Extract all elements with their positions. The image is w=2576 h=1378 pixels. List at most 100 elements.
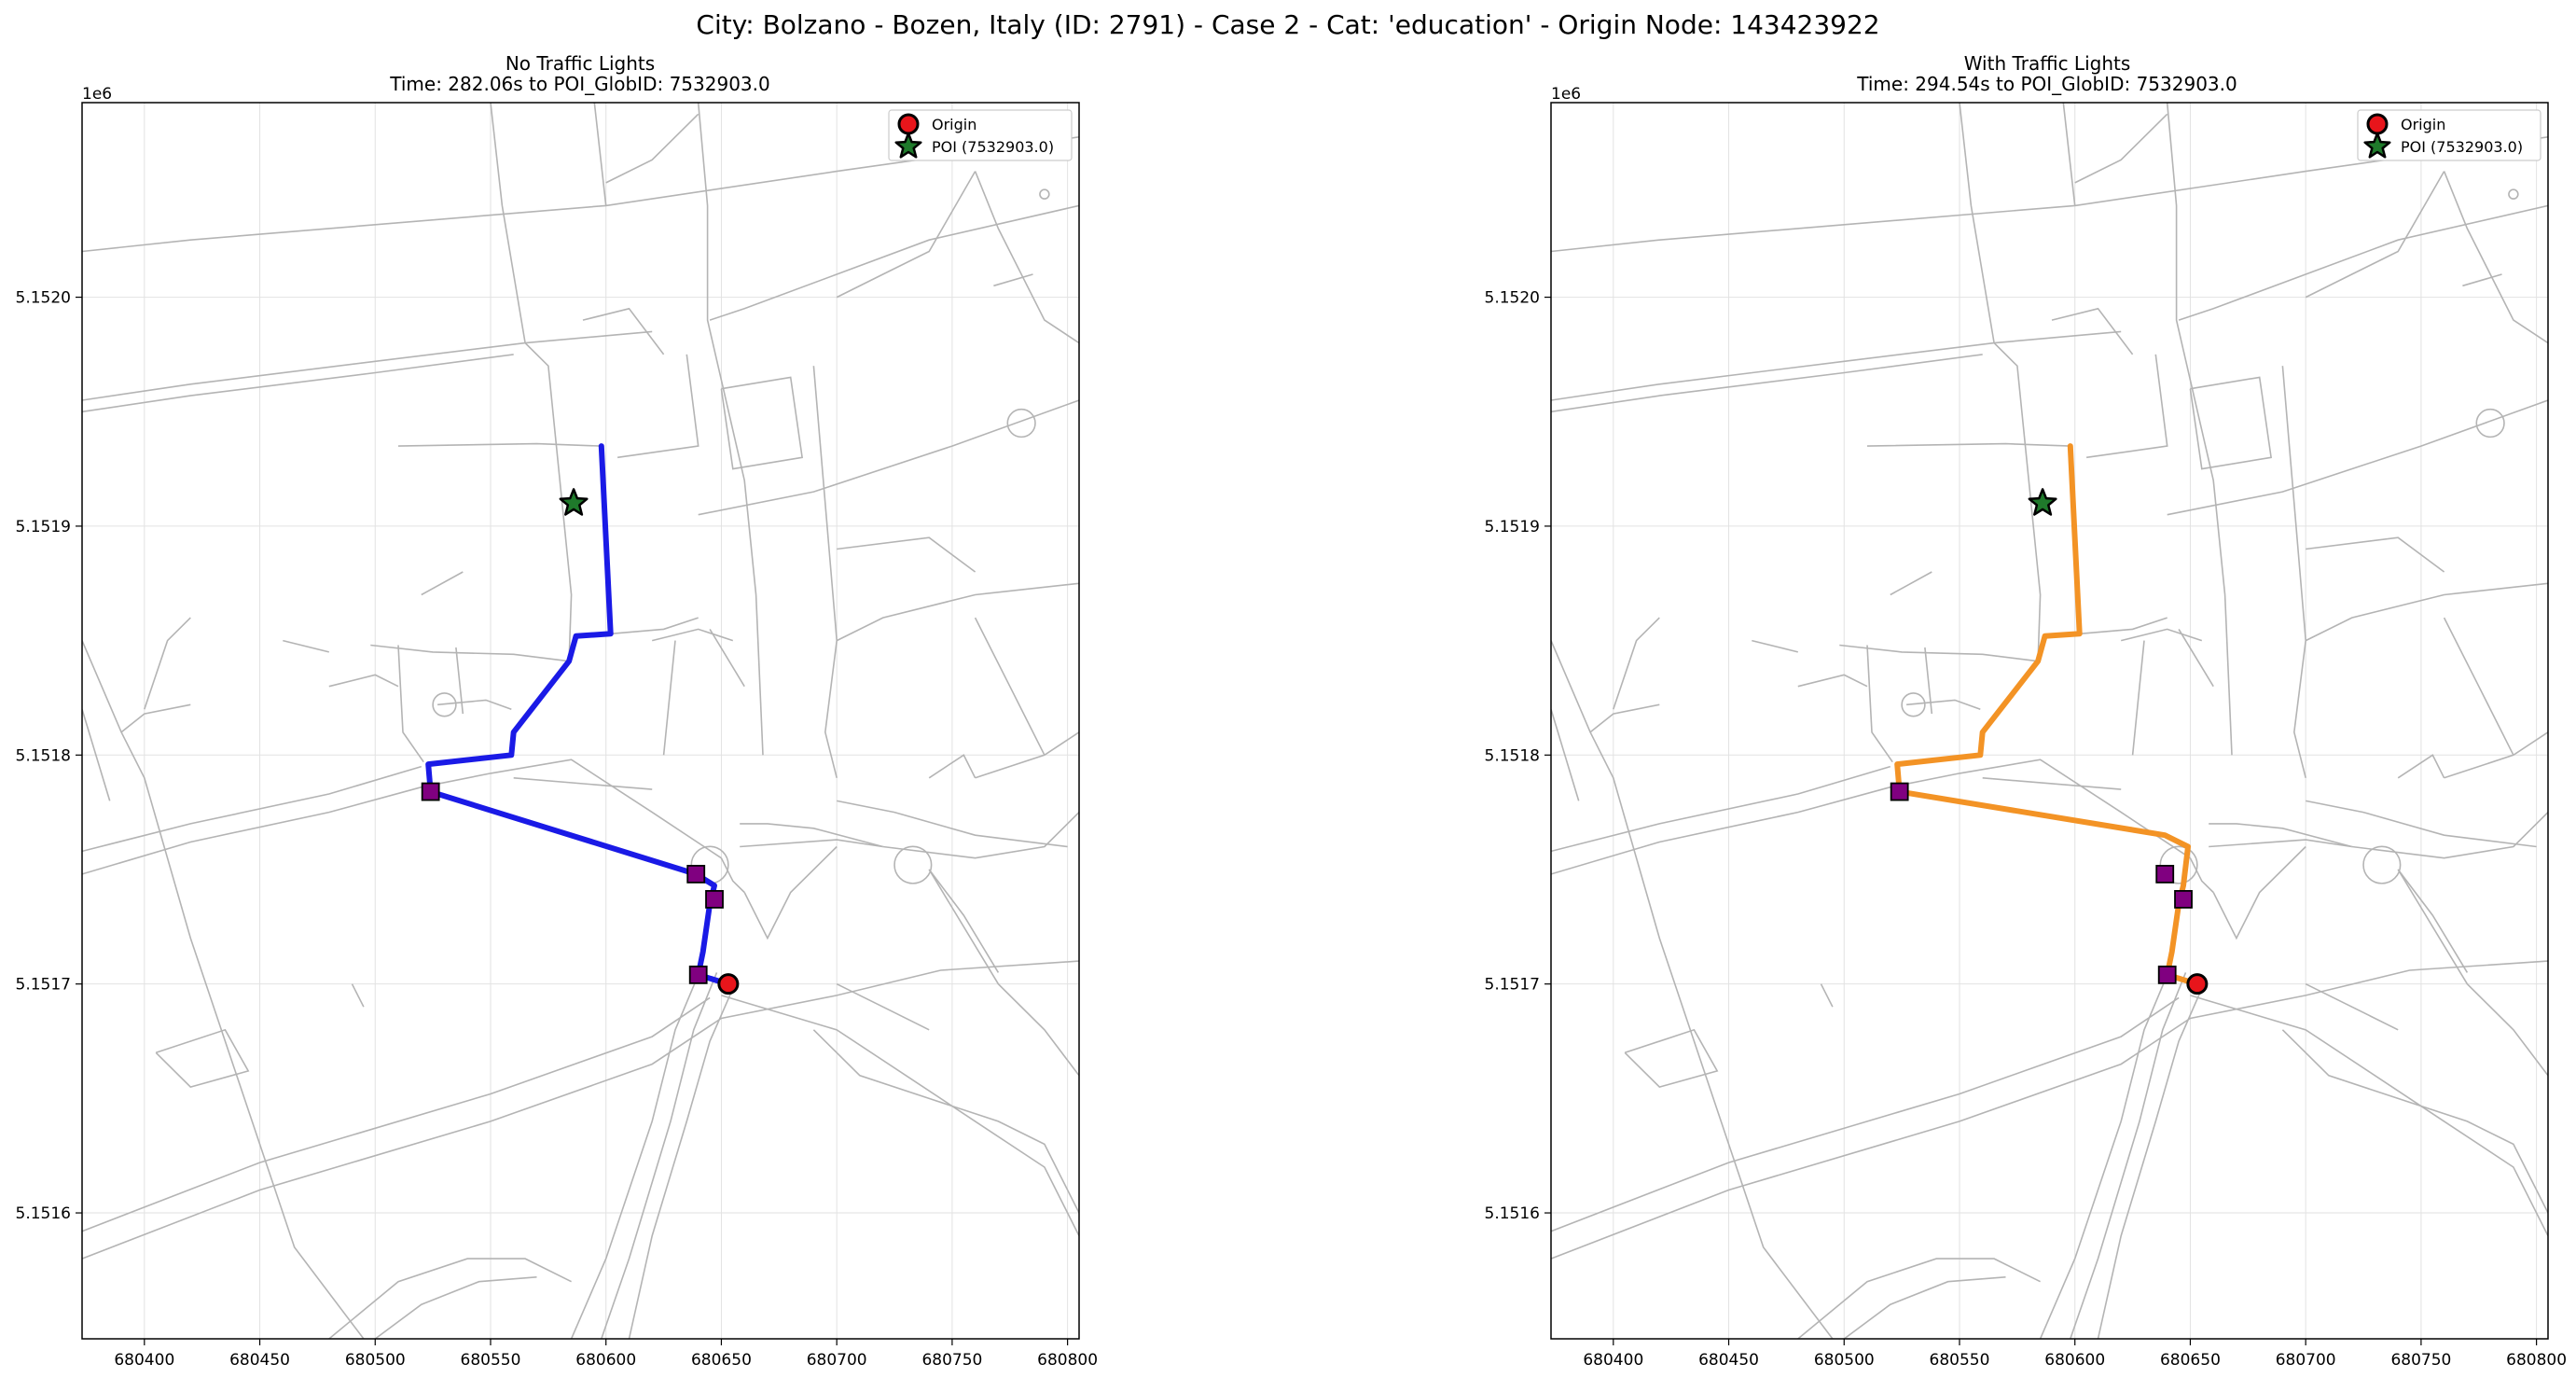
street-segment [490,103,573,661]
traffic-signal-marker [705,889,724,909]
street-segment [328,1258,572,1339]
street-segment [1589,703,1660,733]
legend-star-icon [894,132,922,159]
figure-suptitle: City: Bolzano - Bozen, Italy (ID: 2791) … [696,9,1879,40]
street-segment [882,812,1079,859]
legend-origin-marker [2366,113,2389,135]
street-segment [82,996,711,1232]
street-segment [1982,777,2122,790]
street-segment [2189,857,2214,894]
street-segment [709,628,745,688]
legend-poi-label: POI (7532903.0) [2401,138,2523,156]
x-tick-label: 680800 [2506,1351,2567,1370]
legend-poi-label: POI (7532903.0) [932,138,1054,156]
street-segment [837,800,1068,848]
y-tick-label: 5.1517 [16,976,71,995]
grid [1551,103,2548,1339]
street-segment [652,628,734,642]
street-segment [82,708,111,801]
legend-star-marker [2363,132,2391,159]
legend-box [2357,109,2541,161]
street-segment [662,640,676,756]
street-network [82,103,1079,1339]
street-segment [82,960,1079,1260]
y-tick-label: 5.1516 [16,1204,71,1223]
roundabout [2475,408,2505,438]
traffic-signal-marker [2155,864,2175,884]
street-segment [1866,442,2070,447]
street-segment [328,674,399,688]
x-tick-label: 680650 [2160,1351,2221,1370]
grid [82,103,1079,1339]
street-segment [720,857,745,894]
street-segment [2079,617,2167,635]
street-segment [2306,800,2537,848]
street-segment [2305,982,2399,1031]
street-segment [374,1276,537,1339]
panel-no-traffic-lights: No Traffic Lights Time: 282.06s to POI_G… [16,52,1099,1370]
y-axis-ticks: 5.1516 5.1517 5.1518 5.1519 5.1520 [1485,289,1551,1223]
street-segment [2209,839,2352,848]
street-segment [2051,307,2134,355]
street-segment [2190,995,2548,1236]
y-tick-label: 5.1517 [1485,976,1540,995]
y-tick-label: 5.1518 [1485,746,1540,765]
y-tick-label: 5.1519 [16,518,71,536]
street-segment [974,171,1079,344]
street-segment [2074,113,2168,184]
street-segment [2305,582,2548,642]
route-path [425,443,731,987]
legend-origin-label: Origin [2401,116,2445,133]
x-tick-label: 680500 [345,1351,406,1370]
street-segment [82,354,514,413]
street-segment [2166,103,2233,756]
street-segment [1551,996,2180,1232]
street-segment [928,754,976,779]
street-segment [2070,972,2187,1339]
y-axis-ticks: 5.1516 5.1517 5.1518 5.1519 5.1520 [16,289,82,1223]
route-line [1894,443,2200,987]
street-segment [82,765,422,853]
roundabout [1006,408,1036,438]
x-axis-ticks: 680400 680450 680500 680550 680600 680650 6807… [114,1339,1098,1370]
street-segment [1843,1276,2006,1339]
street-segment [698,399,1079,516]
street-segment [1613,617,1660,710]
street-segment [1551,765,1891,853]
map-markers [421,488,740,995]
roundabout [1901,692,1926,717]
street-segment [1924,647,1933,715]
street-segment [2209,823,2352,848]
street-segment [155,1028,250,1088]
street-segment [2281,1029,2548,1214]
traffic-signal-marker [421,782,440,801]
street-segment [2039,974,2168,1339]
street-segment [2462,273,2502,287]
street-segment [120,703,191,733]
street-segment [928,869,1079,1077]
legend-origin-label: Origin [932,116,976,133]
street-segment [2305,171,2445,299]
route-path [1894,443,2200,987]
street-segment [1959,103,2042,661]
street-segment [1551,640,1834,1339]
street-segment [82,640,365,1339]
street-segment [1866,645,1893,763]
x-tick-label: 680400 [1583,1351,1643,1370]
poi-star-marker [559,488,589,516]
x-tick-label: 680450 [229,1351,290,1370]
origin-marker [717,973,740,995]
street-segment [837,536,976,573]
street-segment [397,645,424,763]
street-segment [513,777,653,790]
street-segment [1624,1028,1719,1088]
roundabout [1039,188,1050,200]
street-segment [2167,399,2548,516]
street-segment [82,330,653,401]
y-offset-label: 1e6 [1551,85,1581,104]
traffic-signal-marker [2174,889,2193,909]
map-markers [1890,488,2209,995]
street-segment [1906,699,1981,710]
street-segment [2443,171,2548,344]
